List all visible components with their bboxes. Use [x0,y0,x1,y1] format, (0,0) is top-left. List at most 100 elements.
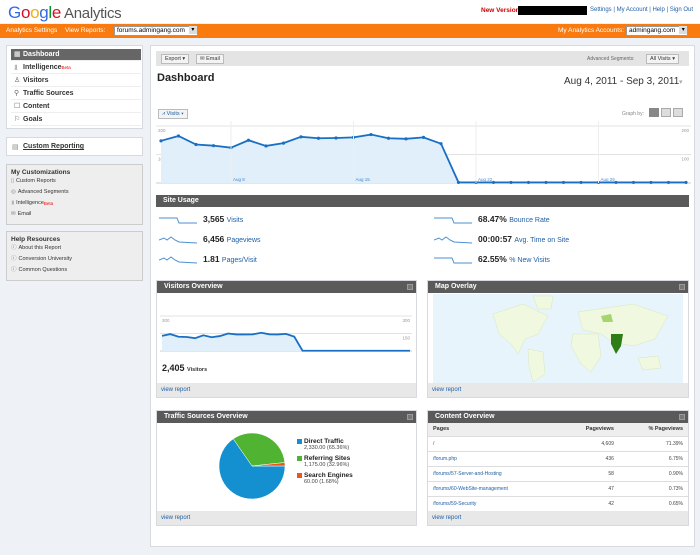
map-overlay-panel: Map Overlay view report [427,280,689,398]
checkbox-icon[interactable] [679,414,685,420]
percent-cell: 6.75% [618,451,688,467]
email-label: Email [206,56,220,62]
customization-item[interactable]: ▯ Custom Reports [7,176,142,187]
data-point[interactable] [421,135,426,139]
sidebar-item-dashboard[interactable]: ▦ Dashboard [11,49,141,61]
pie-slice-search-engines[interactable] [251,462,286,467]
data-point[interactable] [509,180,513,185]
export-button[interactable]: Export ▾ [161,54,190,64]
column-header[interactable]: % Pageviews [618,423,688,437]
help-item[interactable]: ⓘ Conversion University [7,254,142,265]
data-point[interactable] [264,144,268,148]
help-item[interactable]: ⓘ Common Questions [7,265,142,276]
data-point[interactable] [579,180,583,185]
segments-select[interactable]: All Visits ▾ [646,54,679,64]
data-point[interactable] [386,136,391,140]
analytics-settings-link[interactable]: Analytics Settings [6,27,58,34]
google-analytics-logo[interactable]: Google Analytics [8,3,122,22]
account-links[interactable]: Settings | My Account | Help | Sign Out [590,7,694,13]
data-point[interactable] [404,137,408,141]
customization-item[interactable]: ◎ Advanced Segments [7,187,142,198]
pie-slice-referring-sites[interactable] [232,432,286,467]
data-point[interactable] [299,135,303,139]
data-point[interactable] [281,141,286,145]
sidebar-item-traffic-sources[interactable]: ⚲ Traffic Sources [11,88,141,100]
checkbox-icon[interactable] [407,414,413,420]
data-point[interactable] [684,180,688,185]
custom-reporting-link[interactable]: Custom Reporting [23,143,85,150]
pageviews-cell: 47 [559,481,619,497]
accounts-select[interactable]: admingang.com [626,26,689,36]
column-header[interactable]: Pageviews [559,423,619,437]
email-button[interactable]: ✉ Email [196,54,224,64]
traffic-view-report-link[interactable]: view report [161,515,191,521]
x-tick-label: Aug 15 [356,177,371,182]
data-point[interactable] [439,142,443,146]
data-point[interactable] [369,132,373,137]
data-point[interactable] [456,180,461,185]
column-header[interactable]: Pages [428,423,560,437]
sidebar-item-label: Intelligence [23,64,62,71]
customization-item[interactable]: ✉ Email [7,209,142,220]
pageviews-cell: 436 [559,451,619,467]
data-point[interactable] [159,139,163,143]
metric-label[interactable]: Bounce Rate [509,217,550,224]
page-link[interactable]: /forum.php [428,451,560,467]
traffic-pie-chart[interactable] [217,431,287,501]
metric-label[interactable]: % New Visits [509,257,550,264]
sidebar-item-visitors[interactable]: ♙ Visitors [11,75,141,87]
y-tick-label: 300 [402,318,410,323]
date-range-picker[interactable]: Aug 4, 2011 - Sep 3, 2011 [564,76,680,87]
page-link[interactable]: /forums/60-WebSite-management [428,481,560,497]
data-point[interactable] [176,134,181,138]
checkbox-icon[interactable] [679,284,685,290]
data-point[interactable] [211,144,216,148]
sidebar-item-label: Traffic Sources [23,90,74,97]
sidebar-item-goals[interactable]: ⚐ Goals [11,114,141,126]
content-view-report-link[interactable]: view report [432,515,462,521]
traffic-sources-panel: Traffic Sources Overview Direct Traffic 2… [156,410,417,526]
graph-by-day-button[interactable] [649,108,659,117]
legend-entry: Direct Traffic 2,330.00 (65.36%) [297,438,353,451]
metric-label[interactable]: Pages/Visit [221,257,257,264]
data-point[interactable] [491,180,496,185]
world-map[interactable] [433,294,683,383]
metric-label[interactable]: Visits [226,217,244,224]
chevron-down-icon[interactable]: ▾ [679,79,683,86]
graph-by-week-button[interactable] [661,108,671,117]
map-view-report-link[interactable]: view report [432,387,462,393]
checkbox-icon[interactable] [407,284,413,290]
graph-by-month-button[interactable] [673,108,683,117]
data-point[interactable] [194,142,198,147]
page-link[interactable]: /forums/59-Security [428,496,560,512]
data-point[interactable] [666,180,671,185]
data-point[interactable] [334,136,338,140]
metric-label[interactable]: Avg. Time on Site [514,237,570,244]
metric-label[interactable]: Pageviews [226,237,261,244]
legend-swatch [297,473,302,478]
visitors-view-report-link[interactable]: view report [161,387,191,393]
data-point[interactable] [246,138,251,142]
sparkline-icon [159,217,197,224]
new-version-link[interactable]: New Version [481,7,520,14]
area-fill [162,332,410,351]
metric-selector[interactable]: ⩘ Visits ▾ [158,109,188,119]
data-point[interactable] [649,180,653,185]
page-link[interactable]: /forums/57-Server-and-Hosting [428,466,560,482]
data-point[interactable] [631,180,636,185]
x-tick-label: Aug 22 [478,177,493,182]
sidebar-item-intelligence[interactable]: ⫫ IntelligenceBeta [11,62,141,74]
data-point[interactable] [316,136,321,140]
pie-slice-direct-traffic[interactable] [218,438,286,500]
data-point[interactable] [561,180,566,185]
sidebar-item-content[interactable]: ☐ Content [11,101,141,113]
page-link[interactable]: / [428,436,560,452]
data-point[interactable] [614,180,618,185]
data-point[interactable] [544,180,548,185]
view-reports-select[interactable]: forums.admingang.com [114,26,198,36]
x-tick-label: Aug 8 [233,177,245,182]
customization-item[interactable]: ⫫ IntelligenceBeta [7,198,142,209]
help-item[interactable]: ⓘ About this Report [7,243,142,254]
data-point[interactable] [526,180,531,185]
